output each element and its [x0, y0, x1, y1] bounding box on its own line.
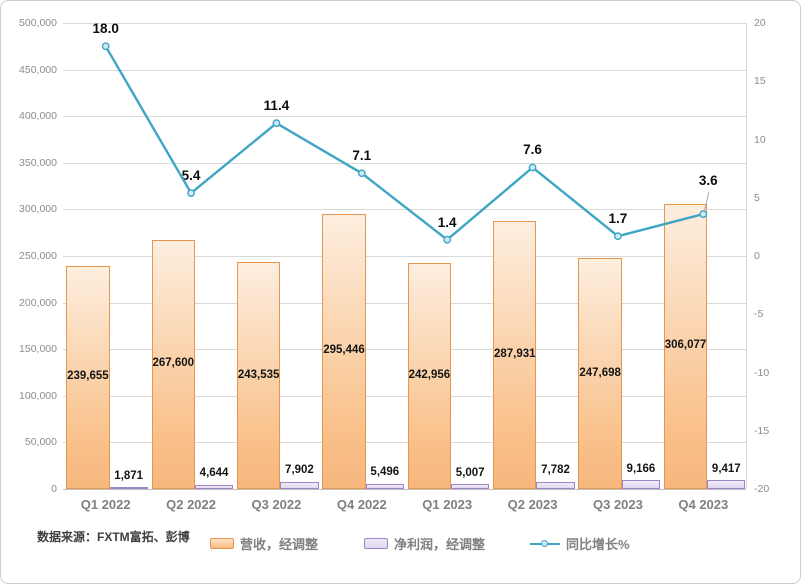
gridline [63, 23, 746, 24]
profit-bar [365, 483, 404, 489]
profit-value-label: 4,644 [199, 467, 229, 480]
profit-value-label: 7,782 [541, 464, 570, 477]
y-axis-tick-right: -15 [754, 424, 770, 437]
y-axis-tick-right: -5 [754, 308, 764, 321]
y-axis-tick-right: 15 [754, 75, 766, 88]
profit-bar [536, 481, 575, 489]
x-axis-category-label: Q2 2022 [166, 497, 216, 512]
gridline [63, 209, 746, 211]
revenue-bar [578, 258, 622, 489]
legend-label: 净利润，经调整 [394, 537, 486, 552]
profit-value-label: 5,007 [455, 466, 485, 479]
revenue-bar [407, 262, 452, 489]
x-axis-category-label: Q1 2023 [422, 497, 473, 512]
x-axis-category-label: Q4 2022 [336, 497, 387, 512]
revenue-value-label: 306,077 [664, 339, 707, 352]
right-axis-line [746, 23, 747, 489]
legend-item-profit: 净利润，经调整 [364, 534, 485, 553]
growth-value-label: 18.0 [92, 21, 119, 37]
y-axis-tick-left: 500,000 [19, 17, 57, 29]
gridline [63, 256, 746, 257]
growth-value-label: 7.6 [523, 142, 542, 158]
legend-label: 营收，经调整 [240, 537, 319, 552]
growth-value-label: 7.1 [352, 148, 372, 164]
growth-value-label: 1.7 [608, 211, 628, 227]
revenue-value-label: 267,600 [152, 357, 195, 370]
revenue-bar [322, 213, 366, 489]
growth-marker [528, 163, 537, 172]
profit-bar [451, 484, 490, 489]
y-axis-tick-left: 100,000 [19, 389, 57, 402]
y-axis-tick-right: 5 [754, 191, 760, 204]
y-axis-tick-left: 200,000 [19, 296, 57, 309]
revenue-value-label: 295,446 [323, 344, 365, 357]
x-axis-line [63, 489, 746, 490]
gridline [63, 302, 746, 304]
revenue-bar [663, 203, 708, 489]
revenue-value-label: 247,698 [579, 366, 621, 379]
growth-marker [614, 232, 622, 241]
profit-value-label: 7,902 [285, 464, 314, 477]
revenue-bar [493, 220, 537, 489]
revenue-bar [66, 265, 110, 489]
profit-value-label: 1,871 [114, 469, 144, 482]
growth-marker [357, 169, 366, 178]
y-axis-tick-left: 50,000 [24, 436, 57, 449]
y-axis-tick-left: 350,000 [19, 156, 57, 169]
y-axis-tick-left: 400,000 [19, 110, 57, 123]
gridline [63, 116, 746, 118]
profit-value-label: 9,166 [626, 462, 656, 475]
profit-bar [109, 487, 148, 490]
growth-value-label: 11.4 [263, 98, 290, 114]
y-axis-tick-right: 0 [754, 250, 760, 262]
gridline [63, 69, 746, 71]
profit-bar [621, 480, 661, 489]
revenue-value-label: 243,535 [237, 368, 280, 381]
bar-swatch-icon [210, 538, 234, 549]
bar-swatch-icon [364, 538, 388, 549]
y-axis-tick-right: 20 [754, 17, 766, 29]
y-axis-tick-left: 0 [51, 483, 57, 495]
profit-bar [280, 481, 319, 489]
profit-bar [707, 480, 746, 489]
revenue-value-label: 239,655 [67, 370, 109, 383]
growth-value-label: 3.6 [698, 173, 718, 189]
y-axis-tick-right: -10 [754, 366, 770, 379]
gridline [63, 162, 746, 164]
x-axis-category-label: Q2 2023 [507, 497, 558, 512]
y-axis-tick-left: 250,000 [19, 250, 57, 262]
gridline [63, 395, 746, 397]
y-axis-tick-right: 10 [754, 133, 766, 146]
gridline [63, 442, 746, 444]
profit-value-label: 5,496 [370, 466, 400, 479]
profit-bar [194, 484, 234, 489]
profit-value-label: 9,417 [711, 462, 741, 475]
revenue-value-label: 242,956 [408, 368, 451, 381]
growth-marker [272, 119, 281, 128]
growth-marker [187, 189, 195, 197]
growth-value-label: 5.4 [181, 168, 201, 184]
x-axis-category-label: Q3 2023 [593, 497, 643, 512]
y-axis-tick-left: 150,000 [19, 343, 57, 356]
y-axis-tick-left: 450,000 [19, 63, 57, 76]
legend-label: 同比增长% [566, 537, 630, 552]
line-marker-icon [530, 538, 560, 549]
growth-value-label: 1.4 [437, 214, 457, 230]
revenue-value-label: 287,931 [493, 347, 536, 360]
growth-marker [101, 42, 110, 51]
y-axis-tick-right: -20 [754, 483, 770, 495]
revenue-bar [151, 239, 195, 489]
legend-item-growth: 同比增长% [530, 534, 630, 553]
source-note: 数据来源：FXTM富拓、彭博 [37, 530, 190, 544]
x-axis-category-label: Q1 2022 [80, 497, 131, 512]
x-axis-category-label: Q3 2022 [251, 497, 302, 512]
x-axis-category-label: Q4 2023 [678, 497, 729, 512]
gridline [63, 349, 746, 351]
revenue-bar [236, 262, 281, 489]
legend-item-revenue: 营收，经调整 [210, 534, 318, 553]
y-axis-tick-left: 300,000 [19, 203, 57, 216]
growth-marker [443, 235, 452, 244]
